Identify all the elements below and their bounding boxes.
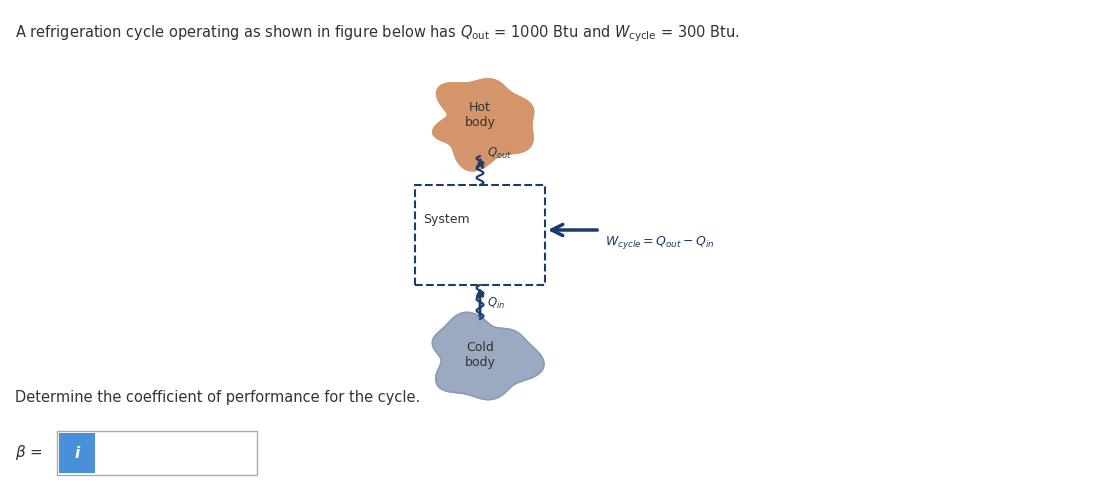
Text: $\mathit{Q}_{\mathit{out}}$: $\mathit{Q}_{\mathit{out}}$ xyxy=(487,146,512,160)
Text: System: System xyxy=(423,213,470,227)
Text: i: i xyxy=(74,446,80,460)
Text: $\mathit{W}_{\mathit{cycle}} = \mathit{Q}_{\mathit{out}} - \mathit{Q}_{\mathit{i: $\mathit{W}_{\mathit{cycle}} = \mathit{Q… xyxy=(605,234,715,250)
Polygon shape xyxy=(432,312,544,399)
Text: A refrigeration cycle operating as shown in figure below has $Q_{\mathsf{out}}$ : A refrigeration cycle operating as shown… xyxy=(16,23,740,44)
Text: $\mathit{Q}_{\mathit{in}}$: $\mathit{Q}_{\mathit{in}}$ xyxy=(487,296,505,310)
Text: Cold
body: Cold body xyxy=(465,341,495,369)
Bar xyxy=(415,185,545,285)
Polygon shape xyxy=(433,79,534,171)
Text: $\beta$ =: $\beta$ = xyxy=(16,444,42,462)
Bar xyxy=(59,433,95,473)
Text: Hot
body: Hot body xyxy=(465,101,495,129)
Bar xyxy=(57,431,258,475)
Text: Determine the coefficient of performance for the cycle.: Determine the coefficient of performance… xyxy=(16,390,421,405)
